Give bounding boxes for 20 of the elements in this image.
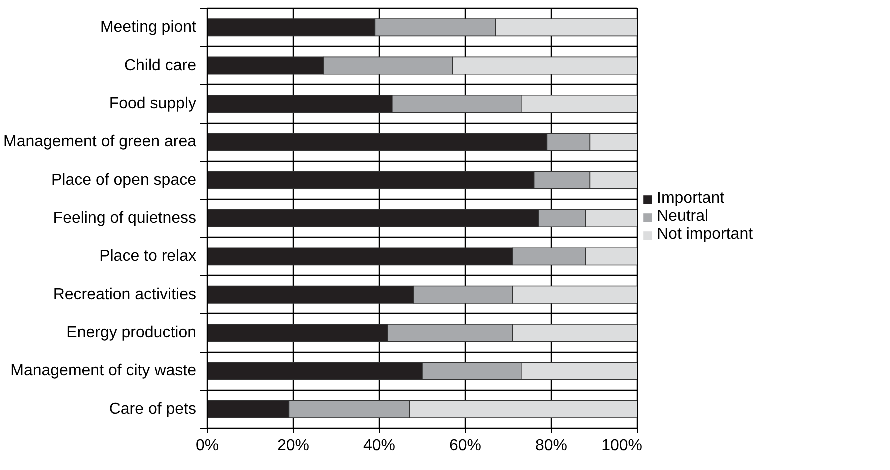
x-tick-label: 60% [449, 438, 482, 454]
x-tick-label: 80% [535, 438, 568, 454]
y-tick-label: Management of city waste [10, 362, 197, 380]
y-tick-label: Place of open space [52, 172, 197, 189]
legend-label: Important [657, 190, 725, 208]
y-tick-label: Feeling of quietness [53, 210, 196, 227]
y-tick-label: Recreation activities [53, 286, 196, 304]
y-tick-label: Care of pets [109, 400, 196, 418]
legend-label: Neutral [657, 208, 709, 226]
y-tick-label: Management of green area [3, 134, 197, 151]
x-tick-label: 0% [196, 438, 220, 454]
y-tick-label: Energy production [66, 324, 196, 342]
y-tick-label: Place to relax [100, 248, 196, 266]
x-tick-label: 20% [277, 438, 310, 454]
y-tick-label: Child care [124, 57, 197, 74]
x-tick-label: 40% [363, 438, 396, 454]
y-tick-label: Meeting piont [100, 19, 198, 36]
y-tick-label: Food supply [109, 95, 197, 112]
x-tick-label: 100% [602, 438, 642, 454]
legend-label: Not important [657, 226, 754, 244]
